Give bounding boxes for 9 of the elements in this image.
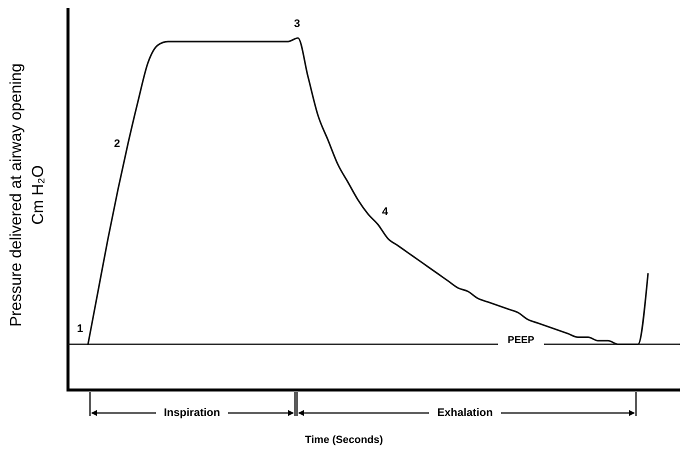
text: Inspiration bbox=[164, 407, 220, 419]
x-axis-title: Time (Seconds) bbox=[305, 434, 383, 446]
annotation: 1 bbox=[76, 323, 84, 335]
text: 3 bbox=[294, 18, 300, 30]
text: Exhalation bbox=[437, 407, 494, 419]
ref-line-label: PEEP bbox=[508, 335, 535, 346]
annotation: 4 bbox=[382, 206, 389, 218]
y-axis-title: Pressure delivered at airway opening Cm H₂O bbox=[8, 63, 47, 327]
annotation: 2 bbox=[114, 138, 120, 150]
